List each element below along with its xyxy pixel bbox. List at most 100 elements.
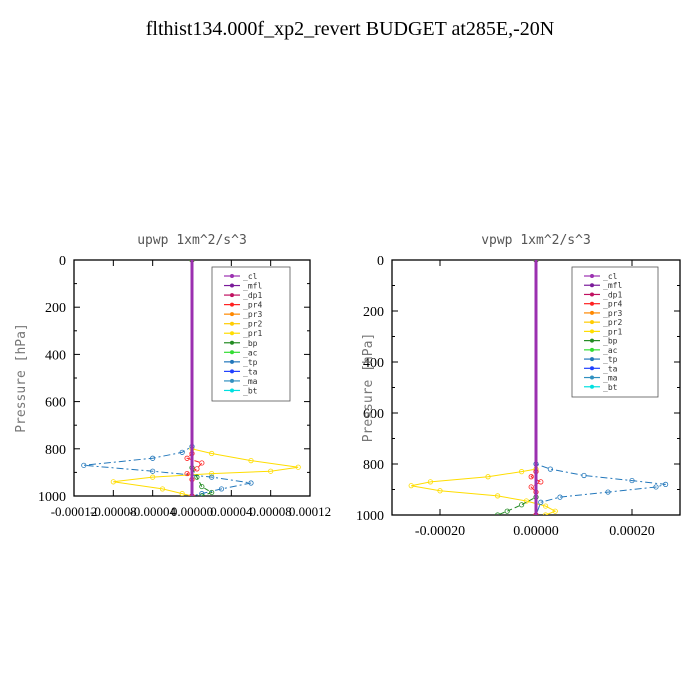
data-point-tp [248,480,254,486]
y-tick-label: 800 [363,458,384,473]
y-tick-label: 400 [45,348,66,363]
y-tick-label: 800 [45,443,66,458]
legend-marker-bt [230,388,234,393]
page-title: flthist134.000f_xp2_revert BUDGET at285E… [145,18,555,40]
data-point-pr1 [518,469,525,475]
legend-marker-ac [230,350,234,355]
legend-marker-pr2 [230,321,234,326]
y-tick-label: 200 [45,301,66,316]
data-point-tp [557,494,563,500]
data-point-tp [662,481,669,487]
data-point-bp [194,474,200,480]
legend-label-cl: _cl [603,272,618,281]
data-point-pr1 [209,450,215,457]
data-point-pr1 [408,483,414,489]
legend-label-pr3: _pr3 [243,310,262,319]
data-point-tp [605,489,611,495]
x-tick-label: 0.00008 [250,504,292,519]
y-tick-label: 0 [59,254,66,269]
legend-marker-bp [590,338,594,343]
data-point-pr1 [209,470,215,477]
data-point-pr1 [268,468,274,474]
data-point-pr1 [494,493,501,499]
data-point-tp [653,484,659,490]
series-line-pr1 [113,260,299,496]
legend-label-bp: _bp [603,337,618,346]
legend-label-ma: _ma [243,377,258,386]
legend-marker-ta [590,366,594,371]
data-point-tp [538,499,544,505]
series-line-pr4 [186,260,203,496]
data-point-pr1 [159,486,166,492]
legend-label-pr4: _pr4 [603,300,622,309]
legend-marker-dp1 [230,293,234,298]
legend-marker-bp [230,340,234,345]
legend-label-pr2: _pr2 [243,320,262,329]
legend-box-2 [571,266,659,398]
data-point-tp [209,474,215,480]
series-line-bp [497,260,537,515]
data-point-pr4 [199,460,205,466]
legend-marker-pr4 [230,302,234,307]
x-tick-label: 0.00020 [609,524,655,539]
legend-marker-bt [590,384,594,389]
legend-marker-ac [590,347,594,352]
legend-marker-pr4 [590,301,594,306]
legend-marker-pr1 [590,329,594,334]
legend-label-bt: _bt [243,386,258,395]
x-tick-label: -0.00008 [90,504,137,519]
legend-label-pr1: _pr1 [243,329,262,338]
data-point-pr1 [110,479,116,485]
data-point-pr1 [248,457,254,464]
legend-marker-mfl [230,283,234,288]
y-tick-label: 200 [363,305,384,320]
data-point-pr4 [184,455,190,461]
data-point-tp [179,449,185,455]
data-point-pr1 [485,474,491,480]
y-tick-label: 600 [363,407,384,422]
data-point-pr1 [543,512,549,515]
x-tick-label: -0.00004 [129,504,176,519]
y-tick-label: 1000 [356,509,384,524]
data-point-tp [629,477,635,484]
legend-label-pr2: _pr2 [603,318,622,327]
legend-label-mfl: _mfl [603,281,622,290]
series-line-bp [191,260,213,496]
legend-marker-pr3 [590,310,594,315]
data-point-pr1 [437,488,443,494]
legend-marker-ma [230,378,234,383]
legend-marker-tp [590,357,594,362]
data-point-pr1 [150,474,156,480]
data-point-pr4 [528,484,534,490]
data-point-tp [218,486,225,492]
data-point-tp [150,455,156,461]
data-point-pr1 [542,503,549,509]
data-point-tp [150,468,156,474]
legend-box-1 [211,266,291,402]
x-tick-label: 0.00000 [171,504,213,519]
legend-label-ta: _ta [603,364,618,373]
legend-label-tp: _tp [603,355,618,364]
legend-label-ac: _ac [243,348,258,357]
legend-label-ta: _ta [243,367,258,376]
y-axis-label: Pressure [hPa] [361,333,376,443]
legend-label-pr3: _pr3 [603,309,622,318]
data-point-pr4 [528,474,534,480]
data-point-pr4 [538,479,544,485]
x-tick-label: 0.00000 [513,524,559,539]
data-point-pr1 [179,491,185,496]
y-tick-label: 0 [377,254,384,269]
chart-title-1: upwp 1xm^2/s^3 [137,233,247,248]
legend-marker-ma [590,375,594,380]
legend-label-ac: _ac [603,346,618,355]
legend-marker-pr1 [230,331,234,336]
data-point-pr1 [552,508,558,514]
data-point-pr4 [194,466,200,472]
data-point-bp [199,493,205,496]
data-point-tp [581,472,587,479]
legend-label-mfl: _mfl [243,282,262,291]
data-point-bp [518,502,525,508]
data-point-bp [199,483,205,490]
legend-label-tp: _tp [243,358,258,367]
